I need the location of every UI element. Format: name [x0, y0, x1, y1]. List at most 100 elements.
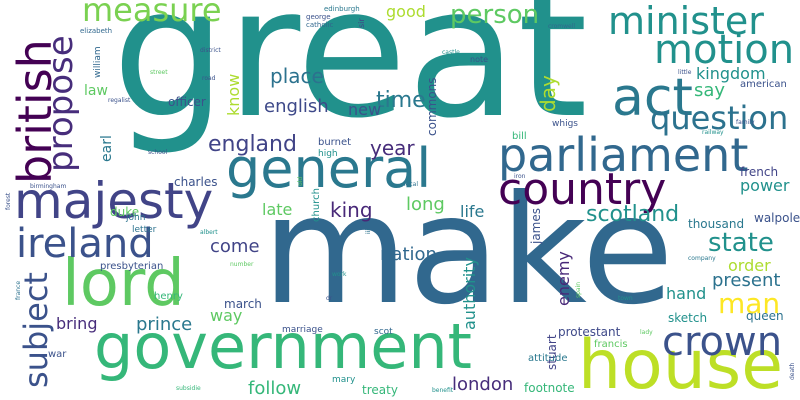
cloud-word: motion [654, 27, 795, 73]
cloud-word: nation [380, 244, 437, 265]
cloud-word: railway [702, 129, 724, 136]
cloud-word: king [330, 198, 373, 222]
cloud-word: country [498, 164, 667, 215]
cloud-word: footnote [524, 381, 575, 395]
cloud-word: make [262, 164, 674, 338]
cloud-word: forest [5, 192, 12, 210]
cloud-word: george [306, 13, 331, 21]
cloud-word: old [297, 176, 304, 186]
cloud-word: london [452, 374, 514, 395]
cloud-word: state [708, 228, 774, 258]
cloud-word: note [470, 55, 489, 64]
cloud-word: crown [662, 319, 783, 365]
cloud-word: law [84, 83, 108, 99]
cloud-word: scot [374, 327, 393, 337]
cloud-word: castle [442, 49, 460, 56]
cloud-word: elizabeth [80, 27, 113, 35]
cloud-word: measure [82, 0, 222, 29]
cloud-word: lady [640, 329, 653, 336]
cloud-word: war [48, 349, 67, 360]
cloud-word: late [262, 200, 293, 219]
cloud-word: time [376, 88, 426, 113]
cloud-word: burnet [318, 137, 352, 148]
cloud-word: catholic [306, 21, 334, 29]
cloud-word: england [208, 132, 297, 157]
cloud-word: albert [200, 229, 218, 236]
cloud-word: john [126, 213, 146, 223]
cloud-word: commons [425, 77, 439, 136]
cloud-word: ireland [16, 221, 154, 267]
cloud-word: government [94, 310, 472, 383]
cloud-word: marriage [282, 325, 323, 335]
cloud-word: high [318, 149, 338, 159]
cloud-word: queen [746, 309, 784, 323]
cloud-word: place [270, 64, 324, 88]
cloud-word: street [150, 69, 168, 76]
cloud-word: question [650, 99, 789, 137]
cloud-word: town [618, 295, 633, 302]
cloud-word: power [740, 176, 790, 195]
cloud-word: local [404, 181, 418, 188]
cloud-word: parliament [498, 128, 749, 182]
cloud-word: follow [248, 378, 302, 399]
cloud-word: henry [154, 291, 183, 302]
cloud-word: hand [666, 284, 707, 303]
cloud-word: long [406, 194, 445, 215]
cloud-word: school [148, 149, 168, 156]
cloud-word: work [332, 271, 347, 278]
cloud-word: propose [41, 35, 81, 172]
cloud-word: cromwell [548, 23, 576, 30]
cloud-word: bring [56, 314, 98, 333]
cloud-word: benefit [432, 387, 454, 394]
cloud-word: year [370, 136, 415, 160]
cloud-word: american [740, 79, 787, 90]
cloud-word: edinburgh [324, 5, 360, 13]
cloud-word: james [529, 207, 543, 244]
cloud-word: charles [174, 175, 218, 189]
cloud-word: district [200, 47, 221, 54]
cloud-word: treaty [362, 383, 398, 397]
cloud-word: prince [136, 314, 193, 335]
cloud-word: francis [594, 339, 628, 350]
cloud-word: spain [575, 281, 582, 298]
cloud-word: road [202, 75, 216, 82]
cloud-word: letter [132, 225, 157, 235]
cloud-word: minister [608, 0, 764, 43]
cloud-word: scotland [586, 202, 680, 227]
cloud-word: say [694, 80, 726, 101]
cloud-word: general [226, 137, 432, 200]
cloud-word: come [210, 236, 260, 257]
cloud-word: way [210, 306, 243, 325]
cloud-word: order [728, 256, 771, 275]
cloud-word: subject [17, 272, 55, 388]
cloud-word: sketch [668, 311, 708, 325]
cloud-word: attitude [528, 353, 568, 364]
cloud-word: little [678, 69, 692, 76]
cloud-word: dr [326, 295, 333, 302]
cloud-word: man [718, 287, 781, 320]
cloud-word: protestant [558, 325, 621, 339]
cloud-word: company [688, 255, 716, 262]
cloud-word: church [311, 188, 322, 222]
cloud-word: authority [460, 257, 479, 330]
cloud-word: enemy [554, 251, 573, 306]
cloud-word: william [93, 46, 103, 78]
cloud-word: birmingham [30, 183, 67, 190]
cloud-word: new [348, 100, 382, 119]
cloud-word: iii [365, 228, 372, 234]
cloud-word: walpole [754, 211, 800, 225]
cloud-word: iron [514, 173, 526, 180]
cloud-word: france [15, 280, 22, 300]
cloud-word: death [789, 362, 796, 380]
cloud-word: whigs [552, 119, 578, 129]
cloud-word: life [460, 202, 485, 221]
cloud-word: sir [357, 18, 366, 28]
cloud-word: lord [62, 247, 185, 321]
cloud-word: number [230, 261, 254, 268]
cloud-word: officer [168, 95, 206, 109]
cloud-word: great [112, 0, 588, 158]
cloud-word: duke [110, 205, 140, 219]
cloud-word: house [578, 326, 784, 400]
cloud-word: thousand [688, 217, 745, 231]
